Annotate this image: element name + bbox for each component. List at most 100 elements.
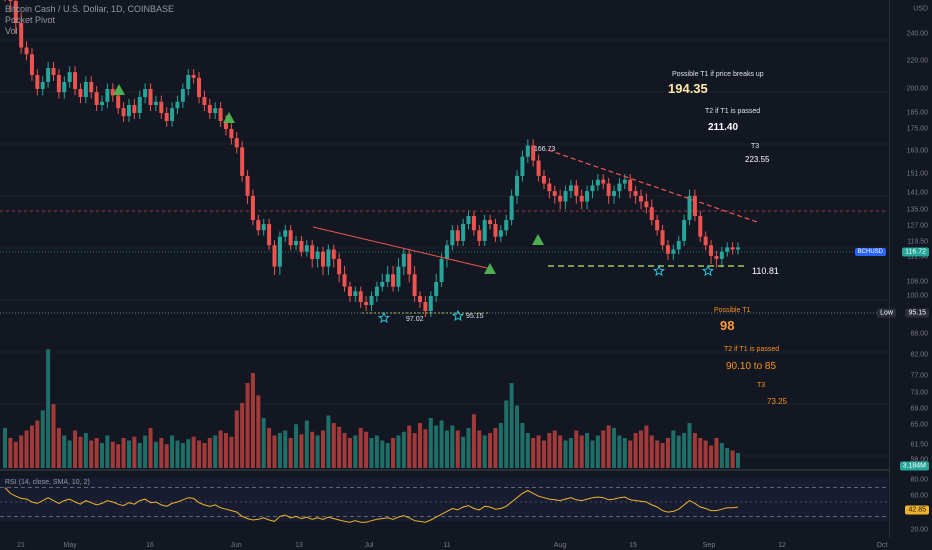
volume-bar bbox=[261, 418, 266, 468]
candle bbox=[369, 296, 374, 305]
candle bbox=[277, 236, 282, 267]
volume-bar bbox=[434, 425, 439, 468]
volume-bar bbox=[250, 373, 255, 468]
volume-bar bbox=[186, 439, 191, 468]
volume-bar bbox=[229, 436, 234, 468]
volume-bar bbox=[736, 453, 740, 468]
chart-legend: Bitcoin Cash / U.S. Dollar, 1D, COINBASE… bbox=[5, 4, 174, 37]
candle bbox=[67, 72, 72, 82]
volume-bar bbox=[477, 430, 482, 468]
volume-bar bbox=[687, 423, 692, 468]
candle bbox=[272, 245, 277, 267]
candle bbox=[374, 286, 379, 296]
price-tick: 77.00 bbox=[910, 372, 928, 380]
candle bbox=[585, 191, 590, 202]
low2-label: 95.15 bbox=[466, 313, 484, 320]
volume-bar bbox=[471, 414, 476, 468]
candle bbox=[240, 147, 245, 176]
volume-bar bbox=[294, 424, 299, 468]
symbol-title[interactable]: Bitcoin Cash / U.S. Dollar, 1D, COINBASE bbox=[5, 4, 175, 14]
volume-bar bbox=[213, 435, 218, 468]
price-tick: 151.00 bbox=[906, 170, 928, 178]
volume-bar bbox=[67, 440, 72, 468]
volume-bar bbox=[110, 441, 115, 468]
candle bbox=[444, 245, 449, 259]
support-value: 110.81 bbox=[752, 266, 779, 276]
volume-bar bbox=[385, 443, 390, 468]
time-tick: 12 bbox=[778, 542, 786, 549]
candle bbox=[288, 230, 293, 246]
candle bbox=[692, 195, 697, 216]
price-tick: 73.00 bbox=[910, 389, 928, 397]
candle bbox=[159, 101, 164, 113]
candle bbox=[736, 247, 740, 250]
volume-bar bbox=[73, 430, 78, 468]
volume-bar bbox=[450, 425, 455, 468]
rsi-label[interactable]: RSI (14, close, SMA, 10, 2) bbox=[5, 479, 90, 486]
candle bbox=[509, 195, 514, 220]
volume-bar bbox=[304, 420, 309, 468]
candle bbox=[574, 185, 579, 196]
candle bbox=[256, 220, 261, 231]
candle bbox=[396, 266, 401, 287]
rsi-band bbox=[0, 478, 888, 521]
volume-bar bbox=[541, 440, 546, 468]
candle bbox=[719, 251, 724, 259]
volume-label[interactable]: Vol bbox=[5, 26, 18, 36]
pocket-pivot-label[interactable]: Pocket Pivot bbox=[5, 15, 56, 25]
volume-bar bbox=[428, 418, 433, 468]
volume-bar bbox=[94, 438, 99, 468]
candle bbox=[62, 82, 67, 93]
volume-bar bbox=[100, 443, 105, 468]
candle bbox=[504, 220, 509, 231]
volume-bar bbox=[40, 410, 45, 468]
price-axis[interactable]: USD bbox=[889, 0, 932, 538]
candle bbox=[94, 92, 99, 105]
candle bbox=[617, 183, 622, 192]
volume-bar bbox=[310, 431, 315, 468]
volume-bar bbox=[655, 440, 660, 468]
volume-bar bbox=[320, 430, 325, 468]
volume-bar bbox=[692, 433, 697, 468]
volume-bar bbox=[148, 428, 153, 468]
candle bbox=[164, 113, 169, 121]
volume-bar bbox=[423, 429, 428, 468]
candle bbox=[24, 47, 29, 55]
candle bbox=[234, 138, 239, 148]
candle bbox=[520, 156, 525, 176]
peak-label: 166.73 bbox=[534, 146, 556, 153]
volume-bar bbox=[51, 404, 56, 468]
time-tick: 21 bbox=[17, 542, 25, 549]
volume-bar bbox=[638, 430, 643, 468]
time-tick: Jul bbox=[364, 542, 374, 549]
candle bbox=[331, 249, 336, 259]
volume-bar bbox=[256, 395, 261, 468]
volume-bar bbox=[277, 433, 282, 468]
pocket-pivot-marker bbox=[484, 263, 496, 274]
volume-bar bbox=[444, 430, 449, 468]
volume-bar bbox=[665, 438, 670, 468]
volume-bar bbox=[374, 435, 379, 468]
possible-t1-up-label: Possible T1 if price breaks up bbox=[672, 71, 764, 78]
candle bbox=[682, 220, 687, 241]
candle bbox=[665, 245, 670, 254]
volume-bar bbox=[234, 410, 239, 468]
candle bbox=[660, 230, 665, 246]
candle bbox=[552, 191, 557, 196]
candle bbox=[46, 68, 51, 82]
time-tick: Jun bbox=[230, 542, 242, 549]
volume-bar bbox=[579, 435, 584, 468]
candle bbox=[110, 89, 115, 96]
volume-bar bbox=[175, 440, 180, 468]
volume-bar bbox=[488, 433, 493, 468]
volume-bar bbox=[315, 435, 320, 468]
volume-bar bbox=[180, 443, 185, 468]
t2-up-label: T2 if T1 is passed bbox=[705, 108, 761, 115]
t3-up-value: 223.55 bbox=[745, 155, 770, 164]
candle bbox=[380, 282, 385, 287]
volume-bar bbox=[364, 431, 369, 468]
volume-bar bbox=[585, 433, 590, 468]
time-tick: May bbox=[63, 542, 77, 549]
currency-label: USD bbox=[913, 5, 928, 13]
